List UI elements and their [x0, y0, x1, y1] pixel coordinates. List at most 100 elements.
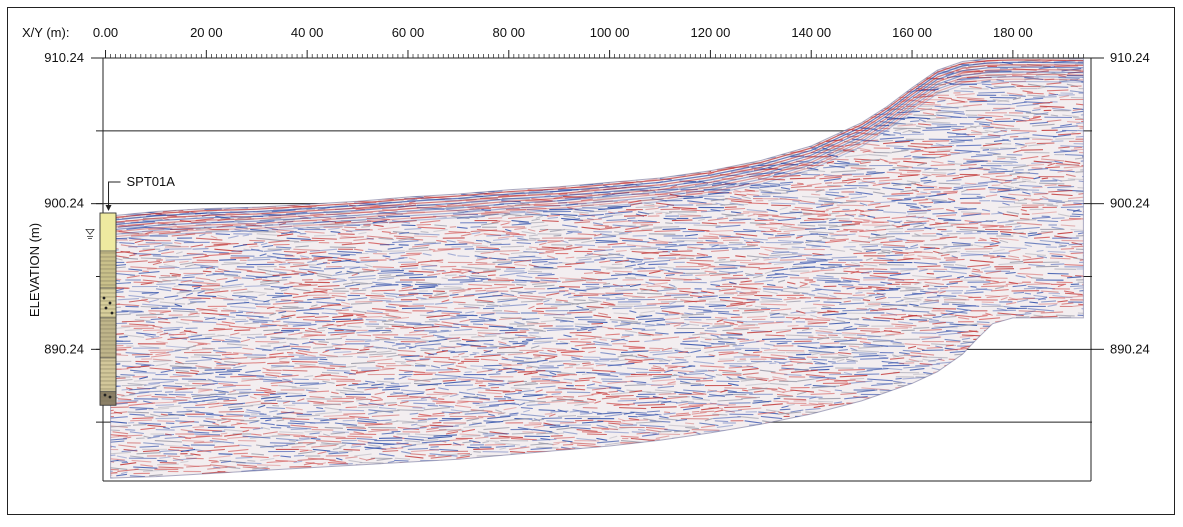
reflection-stroke [365, 168, 372, 170]
reflection-stroke [430, 190, 445, 191]
reflection-stroke [456, 119, 466, 121]
reflection-stroke [584, 95, 592, 97]
reflection-stroke [870, 73, 893, 75]
reflection-stroke [311, 166, 330, 167]
reflection-stroke [245, 100, 267, 102]
reflection-stroke [771, 60, 792, 61]
reflection-stroke [414, 144, 431, 145]
reflection-stroke [423, 80, 448, 82]
reflection-stroke [363, 60, 383, 61]
reflection-stroke [1003, 165, 1026, 166]
reflection-stroke [374, 102, 400, 104]
reflection-stroke [402, 225, 416, 226]
reflection-stroke [531, 222, 545, 223]
reflection-stroke [115, 158, 128, 159]
reflection-stroke [738, 138, 748, 139]
reflection-stroke [641, 123, 663, 124]
reflection-stroke [503, 74, 516, 75]
reflection-stroke [600, 117, 608, 119]
reflection-stroke [734, 78, 754, 80]
reflection-stroke [526, 62, 542, 63]
reflection-stroke [531, 123, 548, 124]
reflection-stroke [669, 151, 684, 152]
reflection-stroke [668, 122, 675, 124]
reflection-stroke [119, 133, 145, 134]
reflection-stroke [558, 167, 564, 168]
reflection-stroke [842, 287, 863, 288]
reflection-stroke [464, 179, 481, 181]
reflection-stroke [380, 91, 405, 92]
reflection-stroke [227, 117, 248, 119]
reflection-stroke [306, 134, 333, 135]
reflection-stroke [365, 189, 372, 190]
reflection-stroke [509, 91, 530, 92]
reflection-stroke [103, 188, 129, 190]
reflection-stroke [546, 172, 568, 173]
reflection-stroke [308, 104, 317, 106]
reflection-stroke [652, 168, 668, 170]
reflection-stroke [447, 113, 458, 114]
reflection-stroke [214, 192, 238, 194]
reflection-stroke [701, 80, 713, 82]
reflection-stroke [400, 155, 426, 157]
reflection-stroke [683, 282, 707, 283]
reflection-stroke [612, 246, 636, 247]
reflection-stroke [228, 159, 234, 161]
reflection-stroke [553, 124, 560, 125]
reflection-stroke [457, 78, 484, 80]
reflection-stroke [245, 162, 268, 163]
reflection-stroke [265, 173, 290, 174]
reflection-stroke [720, 69, 728, 70]
reflection-stroke [295, 95, 322, 97]
reflection-stroke [739, 284, 764, 285]
reflection-stroke [157, 84, 171, 86]
reflection-stroke [983, 150, 989, 151]
reflection-stroke [919, 202, 933, 203]
reflection-stroke [1051, 264, 1065, 265]
reflection-stroke [584, 273, 593, 274]
reflection-stroke [701, 122, 728, 124]
reflection-stroke [567, 117, 594, 119]
reflection-stroke [172, 119, 178, 120]
reflection-stroke [337, 190, 360, 192]
reflection-stroke [1061, 249, 1074, 250]
reflection-stroke [384, 146, 395, 147]
reflection-stroke [725, 207, 737, 208]
reflection-stroke [239, 150, 265, 151]
reflection-stroke [948, 161, 955, 162]
reflection-stroke [701, 73, 720, 75]
reflection-stroke [840, 85, 859, 87]
reflection-stroke [718, 84, 728, 86]
reflection-stroke [730, 161, 738, 163]
reflection-stroke [724, 131, 737, 132]
reflection-stroke [194, 164, 217, 165]
reflection-stroke [722, 81, 746, 82]
reflection-stroke [336, 150, 357, 152]
reflection-stroke [752, 137, 763, 139]
reflection-stroke [401, 70, 424, 71]
reflection-stroke [580, 103, 601, 104]
reflection-stroke [279, 78, 299, 79]
reflection-stroke [529, 93, 547, 95]
reflection-stroke [1091, 91, 1115, 92]
reflection-stroke [312, 100, 336, 102]
reflection-stroke [133, 164, 161, 166]
reflection-stroke [210, 174, 235, 176]
reflection-stroke [444, 119, 451, 120]
reflection-stroke [723, 108, 750, 110]
reflection-stroke [460, 100, 481, 102]
reflection-stroke [457, 256, 469, 257]
reflection-stroke [209, 73, 236, 75]
reflection-stroke [409, 60, 435, 61]
reflection-stroke [580, 93, 591, 94]
reflection-stroke [184, 70, 208, 71]
reflection-stroke [103, 90, 111, 91]
reflection-stroke [181, 95, 190, 96]
reflection-stroke [585, 133, 606, 135]
x-axis-title: X/Y (m): [22, 25, 69, 40]
reflection-stroke [736, 119, 747, 120]
reflection-stroke [307, 142, 332, 143]
reflection-stroke [558, 117, 574, 118]
reflection-stroke [236, 80, 257, 81]
